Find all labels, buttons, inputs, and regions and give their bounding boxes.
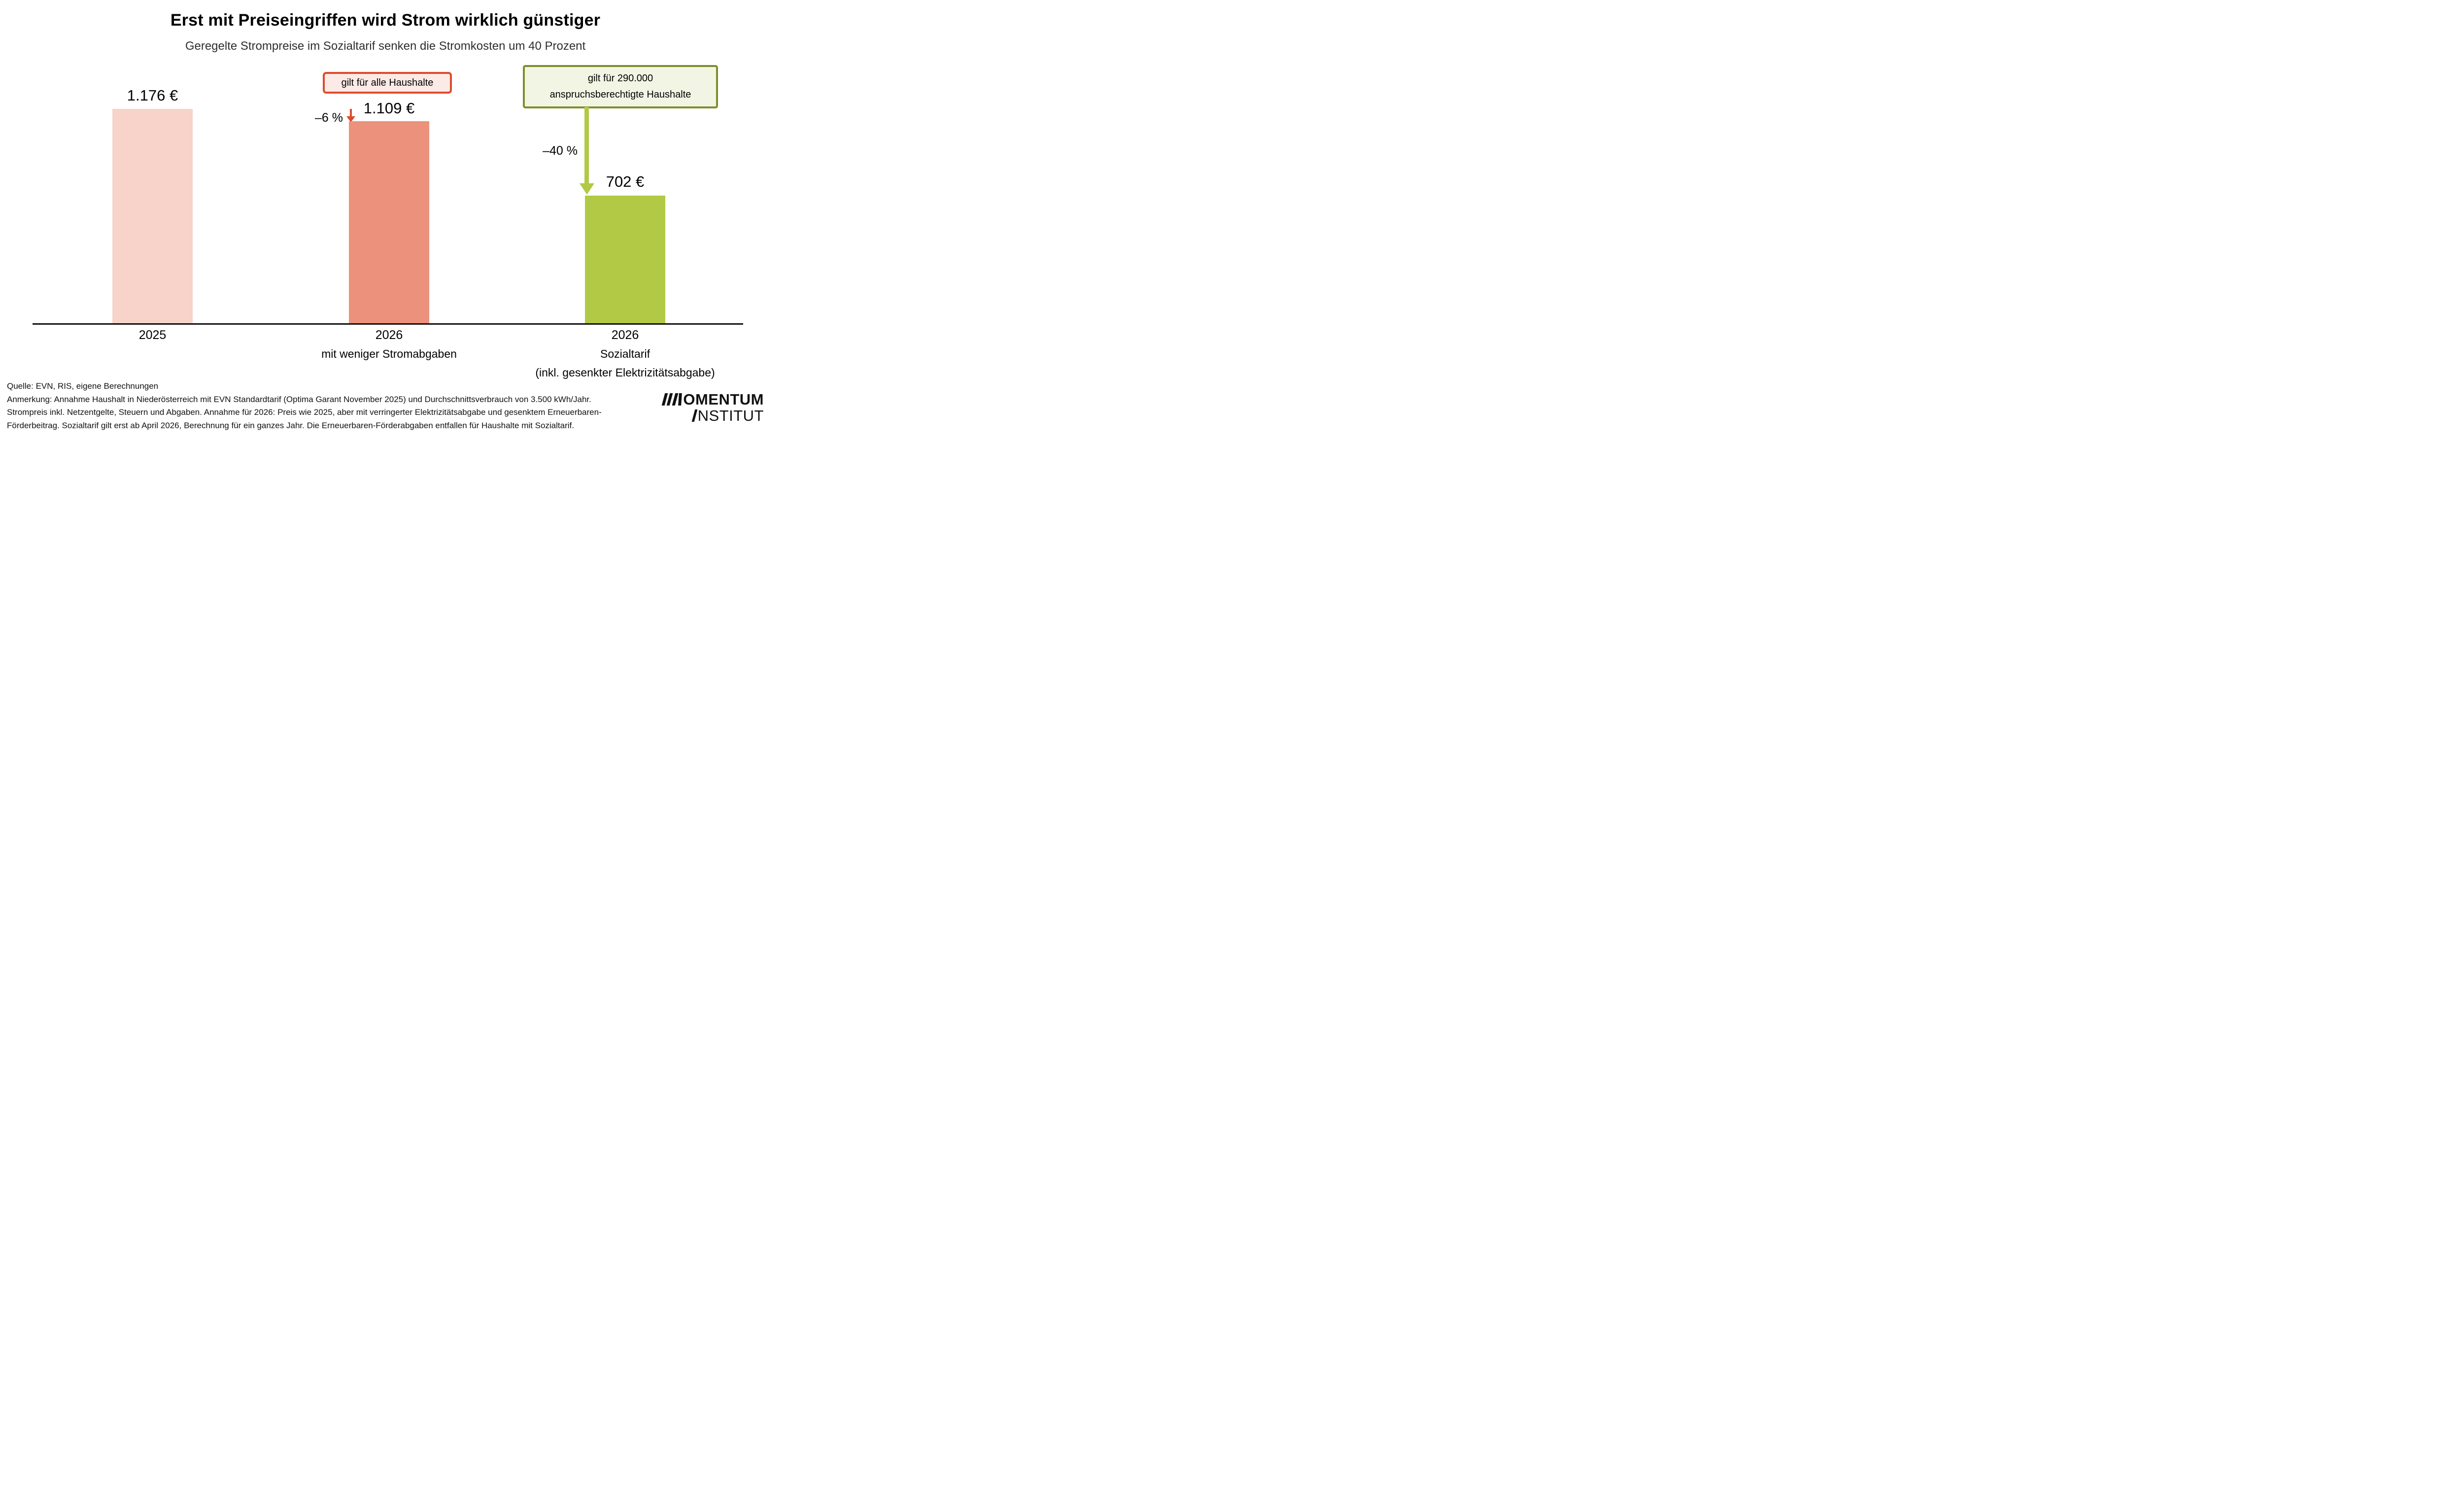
down-arrow-icon-red-head [346,116,355,122]
logo-text-institut: NSTITUT [697,407,764,424]
down-arrow-icon-green-head [580,183,594,195]
logo-line-institut: NSTITUT [663,407,764,424]
chart-subtitle: Geregelte Strompreise im Sozialtarif sen… [185,39,586,53]
note-line-3: Förderbeitrag. Sozialtarif gilt erst ab … [7,420,574,430]
annotation-box-eligible-households: gilt für 290.000 anspruchsberechtigte Ha… [523,65,718,108]
x-axis-line [33,323,743,325]
x-axis-label-2026: 2026 [375,328,403,342]
bar-value-label-sozialtarif: 702 € [606,173,645,190]
annotation-box-eligible-line2: anspruchsberechtigte Haushalte [549,89,691,100]
bar-value-label-2025: 1.176 € [127,87,178,104]
pct-change-label-2026: –6 % [315,111,343,125]
chart-title: Erst mit Preiseingriffen wird Strom wirk… [170,11,601,30]
note-line-2: Strompreis inkl. Netzentgelte, Steuern u… [7,407,602,417]
pct-change-label-sozialtarif: –40 % [543,144,578,158]
x-axis-label-sozialtarif: Sozialtarif [600,347,650,360]
logo-m-bar-icon [672,393,679,406]
x-axis-label-sozialtarif-year: 2026 [611,328,639,342]
annotation-box-eligible-line1: gilt für 290.000 [587,73,653,84]
annotation-box-all-households: gilt für alle Haushalte [323,72,452,94]
annotation-box-all-households-label: gilt für alle Haushalte [341,77,434,88]
bar-2025 [112,109,193,324]
logo-line-momentum: OMENTUM [661,390,764,408]
chart-canvas: Erst mit Preiseingriffen wird Strom wirk… [0,0,771,441]
source-line: Quelle: EVN, RIS, eigene Berechnungen [7,381,159,391]
bar-2026-sozialtarif [585,196,665,324]
bar-value-label-2026: 1.109 € [363,100,415,117]
logo-i-bar-icon [691,409,697,422]
x-axis-label-2025: 2025 [138,328,167,342]
logo-m-bar-icon [678,393,683,406]
x-axis-label-sozialtarif-sub: (inkl. gesenkter Elektrizitätsabgabe) [535,366,715,379]
footer-notes: Quelle: EVN, RIS, eigene Berechnungen An… [7,380,602,432]
note-line-1: Anmerkung: Annahme Haushalt in Niederöst… [7,394,591,404]
momentum-institut-logo: OMENTUM NSTITUT [661,390,764,424]
down-arrow-icon-green-shaft [584,107,589,184]
logo-text-momentum: OMENTUM [683,390,764,408]
bar-2026-weniger-abgaben [349,121,429,324]
down-arrow-icon-red-shaft [350,109,352,117]
x-axis-label-2026-sub: mit weniger Stromabgaben [321,347,457,360]
